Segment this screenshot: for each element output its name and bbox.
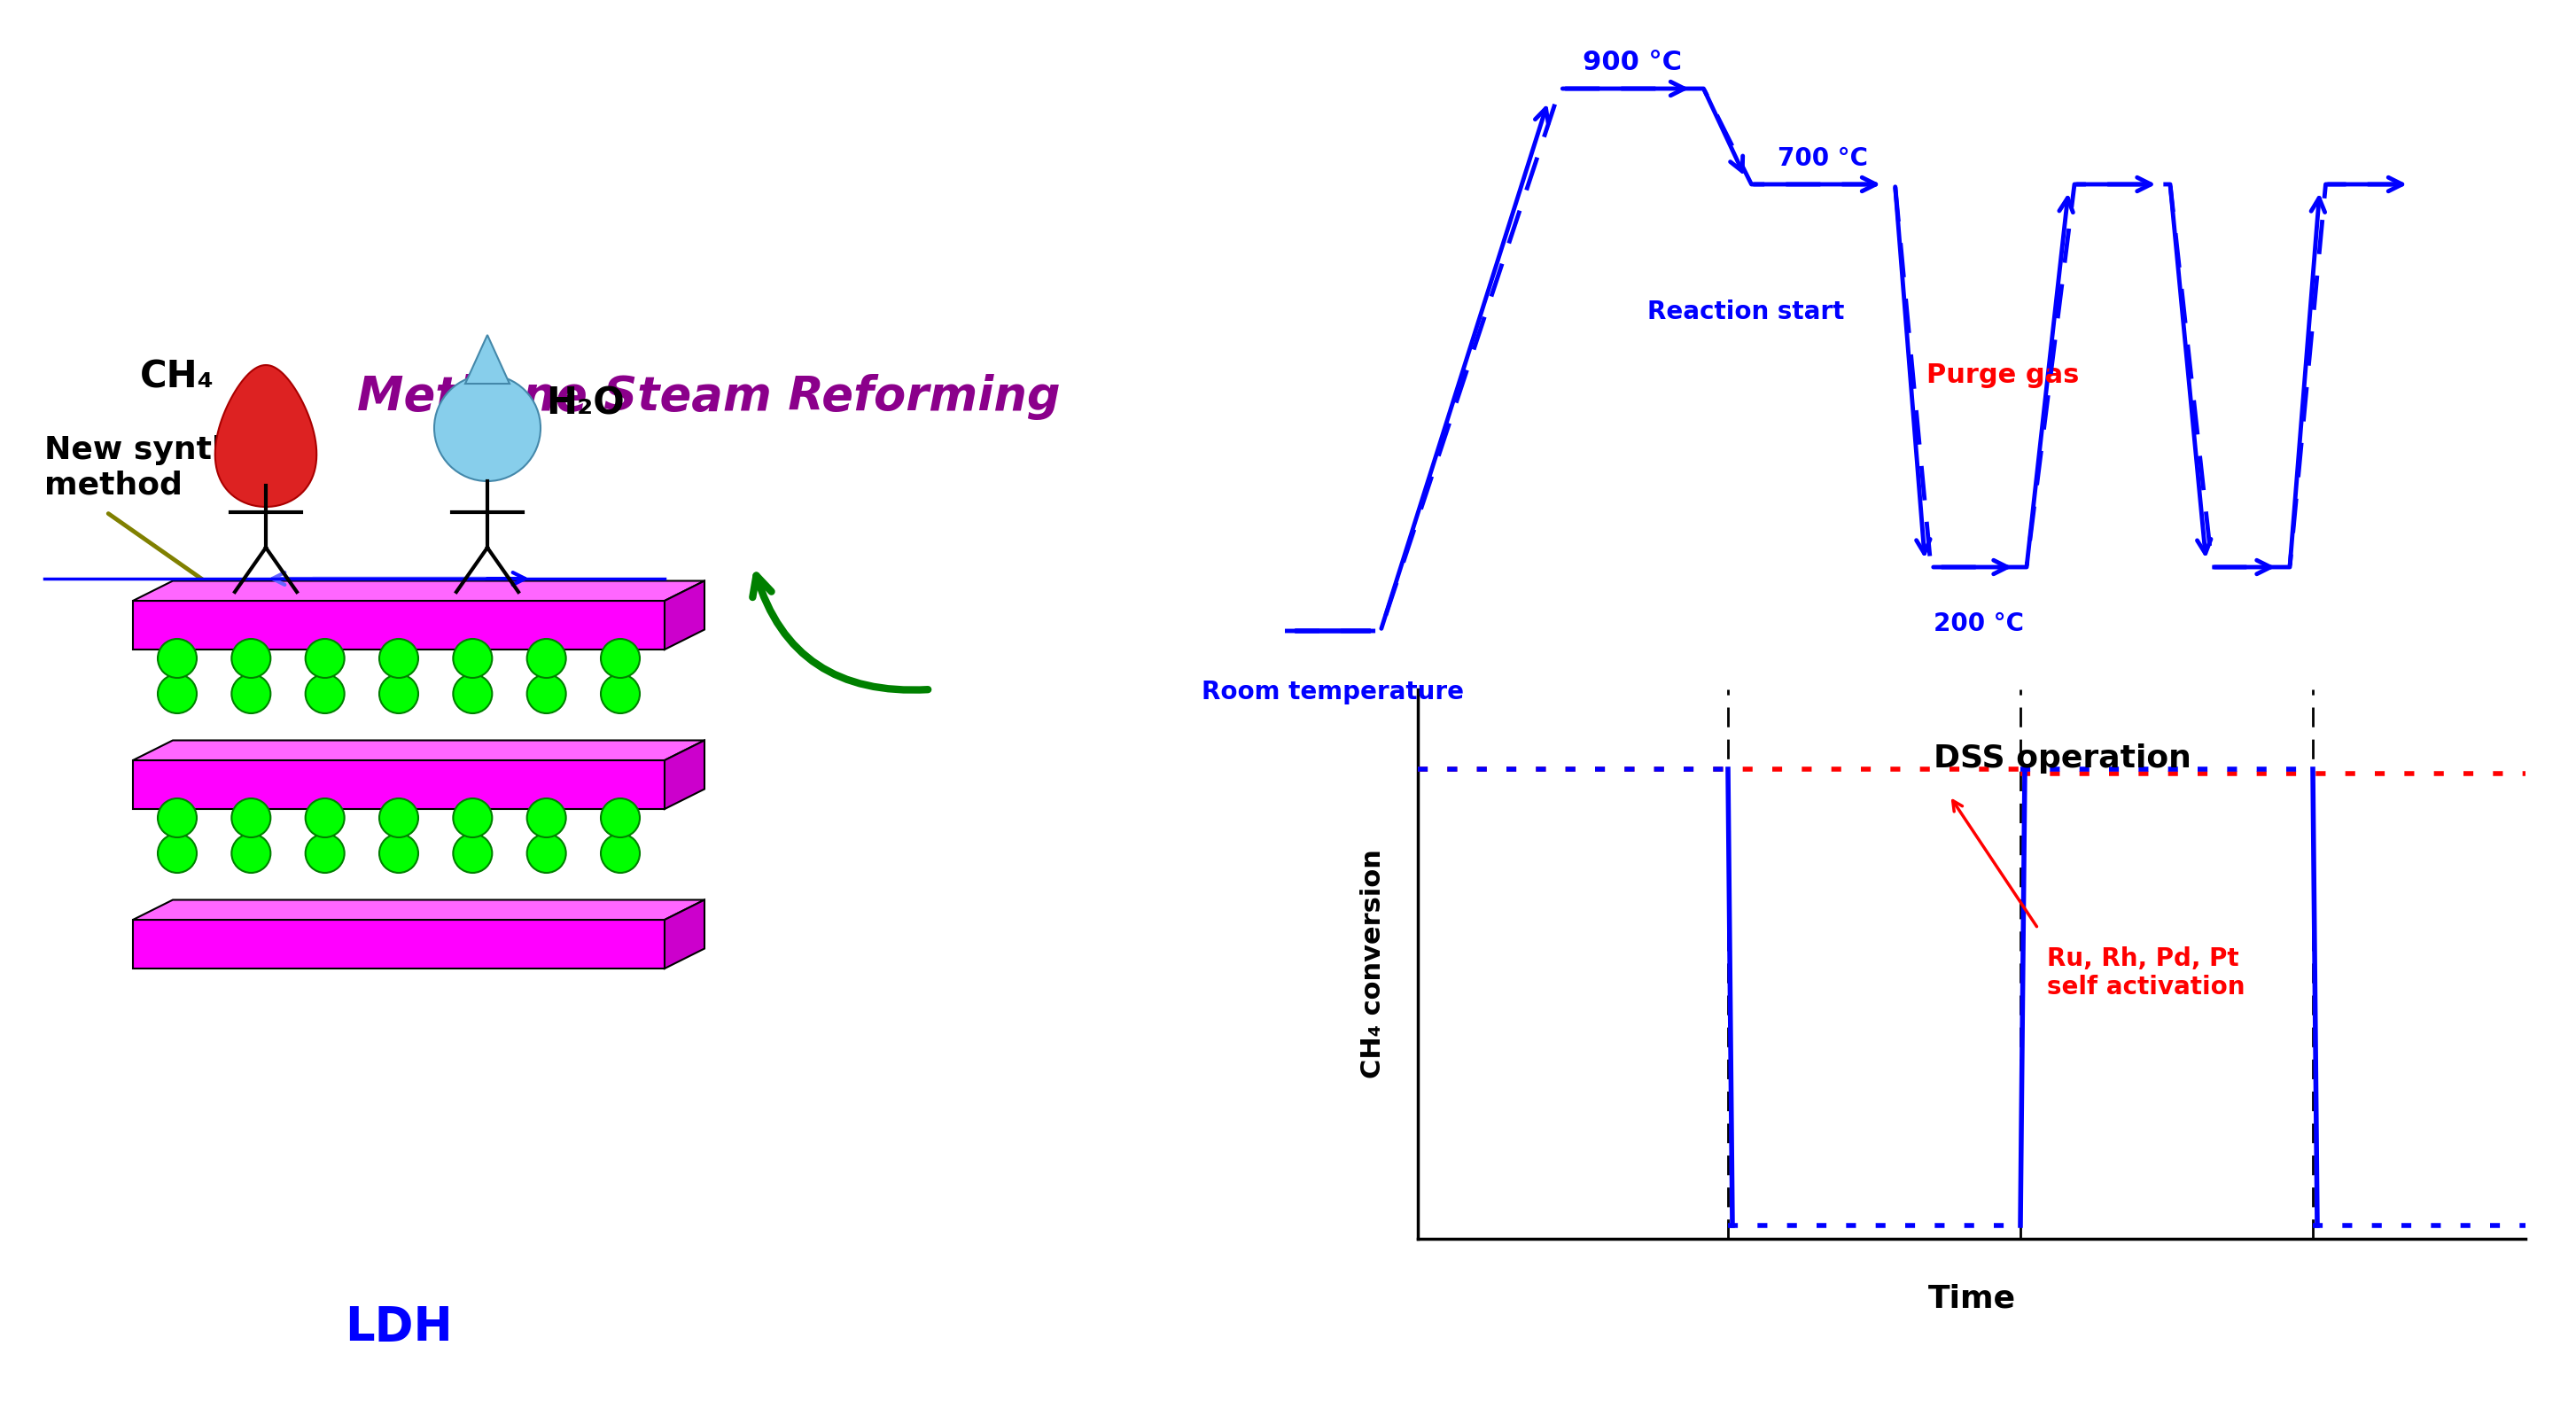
Polygon shape <box>134 899 703 920</box>
Polygon shape <box>665 899 703 969</box>
Circle shape <box>600 799 639 837</box>
Circle shape <box>157 639 196 678</box>
Circle shape <box>528 674 567 714</box>
Circle shape <box>157 834 196 872</box>
Text: LDH: LDH <box>345 1304 453 1351</box>
Polygon shape <box>665 741 703 809</box>
Circle shape <box>453 674 492 714</box>
Circle shape <box>232 639 270 678</box>
Circle shape <box>453 834 492 872</box>
Polygon shape <box>134 581 703 600</box>
Circle shape <box>232 674 270 714</box>
Polygon shape <box>216 365 317 507</box>
Circle shape <box>232 834 270 872</box>
Circle shape <box>232 799 270 837</box>
Circle shape <box>435 375 541 481</box>
Text: 900 °C: 900 °C <box>1582 50 1682 75</box>
Polygon shape <box>134 600 665 650</box>
Circle shape <box>307 639 345 678</box>
Circle shape <box>528 834 567 872</box>
Polygon shape <box>466 336 510 384</box>
Polygon shape <box>134 741 703 760</box>
Polygon shape <box>134 920 665 969</box>
Circle shape <box>307 834 345 872</box>
Circle shape <box>379 674 417 714</box>
Text: CH₄ conversion: CH₄ conversion <box>1360 850 1386 1079</box>
Polygon shape <box>134 760 665 809</box>
Circle shape <box>379 834 417 872</box>
Circle shape <box>307 674 345 714</box>
Circle shape <box>600 639 639 678</box>
Circle shape <box>453 639 492 678</box>
Text: Reaction start: Reaction start <box>1646 300 1844 324</box>
Text: CH₄: CH₄ <box>139 358 214 396</box>
Circle shape <box>307 799 345 837</box>
Circle shape <box>379 639 417 678</box>
Text: Room temperature: Room temperature <box>1200 680 1463 704</box>
Text: Time: Time <box>1927 1283 2014 1313</box>
Text: Purge gas: Purge gas <box>1927 362 2079 388</box>
Text: DSS operation: DSS operation <box>1935 743 2192 773</box>
Circle shape <box>157 674 196 714</box>
Circle shape <box>157 799 196 837</box>
Circle shape <box>600 834 639 872</box>
Text: H₂O: H₂O <box>546 385 623 422</box>
Text: Methane Steam Reforming: Methane Steam Reforming <box>358 374 1061 421</box>
Text: New synthetic
method: New synthetic method <box>44 435 301 500</box>
Circle shape <box>379 799 417 837</box>
Text: 700 °C: 700 °C <box>1777 146 1868 171</box>
Circle shape <box>453 799 492 837</box>
Circle shape <box>528 799 567 837</box>
Circle shape <box>528 639 567 678</box>
Text: 200 °C: 200 °C <box>1935 612 2025 636</box>
Circle shape <box>600 674 639 714</box>
Polygon shape <box>665 581 703 650</box>
Text: Ru, Rh, Pd, Pt
self activation: Ru, Rh, Pd, Pt self activation <box>2048 946 2246 1000</box>
